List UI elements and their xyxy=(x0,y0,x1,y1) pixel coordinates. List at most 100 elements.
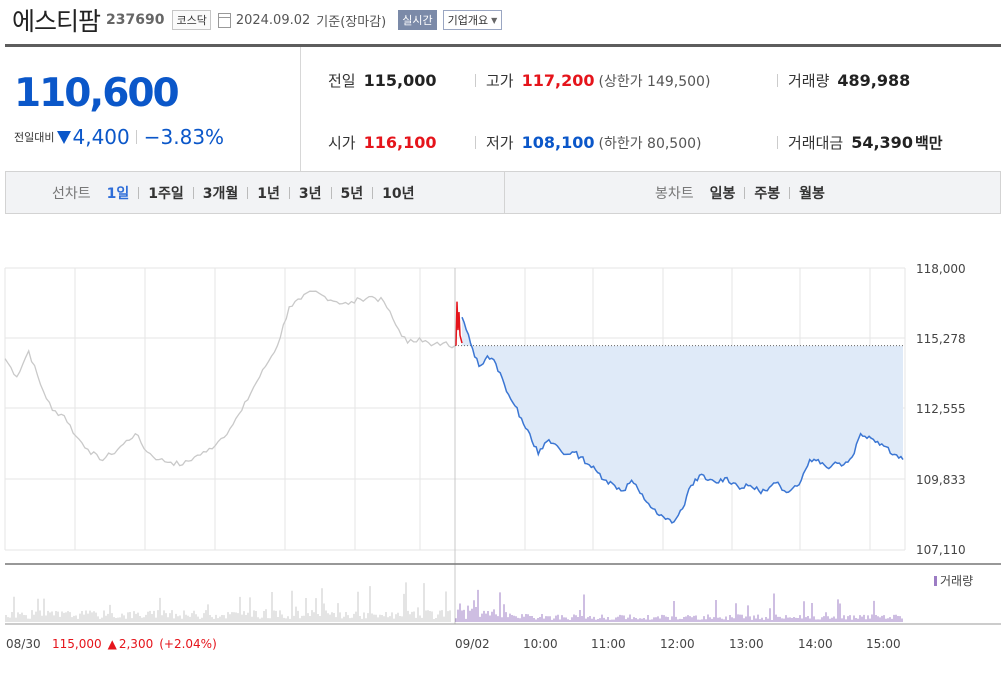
tab-1y[interactable]: 1년 xyxy=(257,185,280,202)
change-amount: 4,400 xyxy=(72,125,130,149)
company-info-label: 기업개요 xyxy=(447,14,489,27)
volume-bars xyxy=(5,582,903,622)
tab-3m[interactable]: 3개월 xyxy=(202,185,239,202)
y-tick-label: 107,110 xyxy=(916,543,966,557)
candle-chart-tabs: 봉차트 일봉 주봉 월봉 xyxy=(655,172,825,213)
divider xyxy=(135,130,137,144)
divider xyxy=(789,186,791,199)
divider xyxy=(777,136,778,149)
calendar-icon xyxy=(217,12,231,28)
opening-spike-line xyxy=(455,301,463,346)
change-label: 전일대비 xyxy=(14,131,55,144)
prev-day-change: 2,300 xyxy=(119,637,153,651)
tab-10y[interactable]: 10년 xyxy=(382,185,415,202)
prev-close-label: 전일 xyxy=(328,72,356,90)
up-triangle-icon: ▲ xyxy=(108,637,118,651)
volume-legend-label: 거래량 xyxy=(940,574,973,588)
upper-limit-value: 149,500 xyxy=(647,74,705,90)
as-of-basis: 기준(장마감) xyxy=(316,14,387,30)
tab-5y[interactable]: 5년 xyxy=(340,185,364,202)
current-price-box: 110,600 전일대비 4,400 −3.83% xyxy=(5,47,301,171)
tab-monthly[interactable]: 월봉 xyxy=(799,185,825,202)
prev-close-value: 115,000 xyxy=(363,71,437,90)
stat-volume: 거래량 489,988 xyxy=(788,70,910,91)
x-tick-label: 14:00 xyxy=(798,637,833,651)
divider xyxy=(475,136,476,149)
low-value: 108,100 xyxy=(521,133,595,152)
divider xyxy=(330,186,332,199)
change-rate: −3.83% xyxy=(143,125,225,149)
company-info-button[interactable]: 기업개요 ▼ xyxy=(442,10,503,30)
tab-3y[interactable]: 3년 xyxy=(298,185,322,202)
title-row: 에스티팜 237690 코스닥 2024.09.02 기준(장마감) 실시간 기… xyxy=(12,0,992,40)
amount-value: 54,390 xyxy=(851,133,913,152)
amount-unit: 백만 xyxy=(914,134,943,152)
upper-limit: (상한가 149,500) xyxy=(598,74,711,90)
open-label: 시가 xyxy=(328,134,356,152)
y-tick-label: 112,555 xyxy=(916,402,966,416)
today-area-fill xyxy=(462,317,903,523)
change-row: 전일대비 4,400 −3.83% xyxy=(14,125,224,149)
tab-1d[interactable]: 1일 xyxy=(106,185,130,202)
as-of-date: 2024.09.02 xyxy=(235,12,311,28)
y-axis-labels: 118,000 115,278 112,555 109,833 107,110 xyxy=(916,262,966,557)
x-axis-labels: 08/30 09/02 10:00 11:00 12:00 13:00 14:0… xyxy=(6,637,901,651)
realtime-button[interactable]: 실시간 xyxy=(398,10,437,30)
divider xyxy=(777,74,778,87)
x-tick-label: 12:00 xyxy=(660,637,695,651)
divider xyxy=(192,186,194,199)
prev-day-change-rate: (+2.04%) xyxy=(159,637,217,651)
divider xyxy=(475,74,476,87)
tab-daily[interactable]: 일봉 xyxy=(709,185,736,202)
lower-limit-label: 하한가 xyxy=(603,136,643,152)
stock-name: 에스티팜 xyxy=(12,7,101,36)
prev-day-close: 115,000 xyxy=(52,637,102,651)
market-badge: 코스닥 xyxy=(172,10,211,30)
volume-value: 489,988 xyxy=(837,71,911,90)
price-chart: 118,000 115,278 112,555 109,833 107,110 … xyxy=(4,262,1001,651)
divider xyxy=(288,186,290,199)
open-value: 116,100 xyxy=(363,133,437,152)
prev-day-summary: 115,000 ▲ 2,300 (+2.04%) xyxy=(52,637,217,651)
volume-legend-swatch xyxy=(934,576,937,586)
stat-amount: 거래대금 54,390 백만 xyxy=(788,132,943,153)
divider xyxy=(744,186,746,199)
today-price-line xyxy=(461,316,904,524)
line-chart-tabs: 선차트 1일 1주일 3개월 1년 3년 5년 10년 xyxy=(52,172,415,213)
stat-high: 고가 117,200 (상한가 149,500) xyxy=(486,70,710,91)
candle-chart-title: 봉차트 xyxy=(655,185,694,202)
volume-label: 거래량 xyxy=(788,72,830,90)
stock-code: 237690 xyxy=(106,12,165,28)
lower-limit-value: 80,500 xyxy=(647,136,697,152)
upper-limit-label: 상한가 xyxy=(603,74,643,90)
divider xyxy=(372,186,374,199)
down-triangle-icon xyxy=(57,130,72,144)
divider xyxy=(504,172,505,213)
high-value: 117,200 xyxy=(521,71,595,90)
amount-label: 거래대금 xyxy=(788,134,844,152)
lower-limit: (하한가 80,500) xyxy=(598,136,702,152)
stat-low: 저가 108,100 (하한가 80,500) xyxy=(486,132,702,153)
divider xyxy=(247,186,249,199)
chart-tab-bar: 선차트 1일 1주일 3개월 1년 3년 5년 10년 봉차트 일봉 주봉 월봉 xyxy=(5,171,1001,214)
x-tick-label: 13:00 xyxy=(729,637,764,651)
stat-open: 시가 116,100 xyxy=(328,132,436,153)
x-tick-label: 08/30 xyxy=(6,637,41,651)
price-summary: 110,600 전일대비 4,400 −3.83% 전일 115,000 고가 … xyxy=(5,44,1001,175)
x-tick-label: 15:00 xyxy=(866,637,901,651)
high-label: 고가 xyxy=(486,72,514,90)
tab-1w[interactable]: 1주일 xyxy=(148,185,184,202)
chevron-down-icon: ▼ xyxy=(491,15,498,25)
y-tick-label: 115,278 xyxy=(916,332,966,346)
x-tick-label: 11:00 xyxy=(591,637,626,651)
stat-prev-close: 전일 115,000 xyxy=(328,70,436,91)
y-tick-label: 109,833 xyxy=(916,473,966,487)
low-label: 저가 xyxy=(486,134,514,152)
current-price: 110,600 xyxy=(14,71,180,116)
x-tick-label: 09/02 xyxy=(455,637,490,651)
x-tick-label: 10:00 xyxy=(523,637,558,651)
y-tick-label: 118,000 xyxy=(916,262,966,276)
tab-weekly[interactable]: 주봉 xyxy=(754,185,781,202)
prev-day-price-line xyxy=(4,290,456,467)
line-chart-title: 선차트 xyxy=(52,185,91,202)
